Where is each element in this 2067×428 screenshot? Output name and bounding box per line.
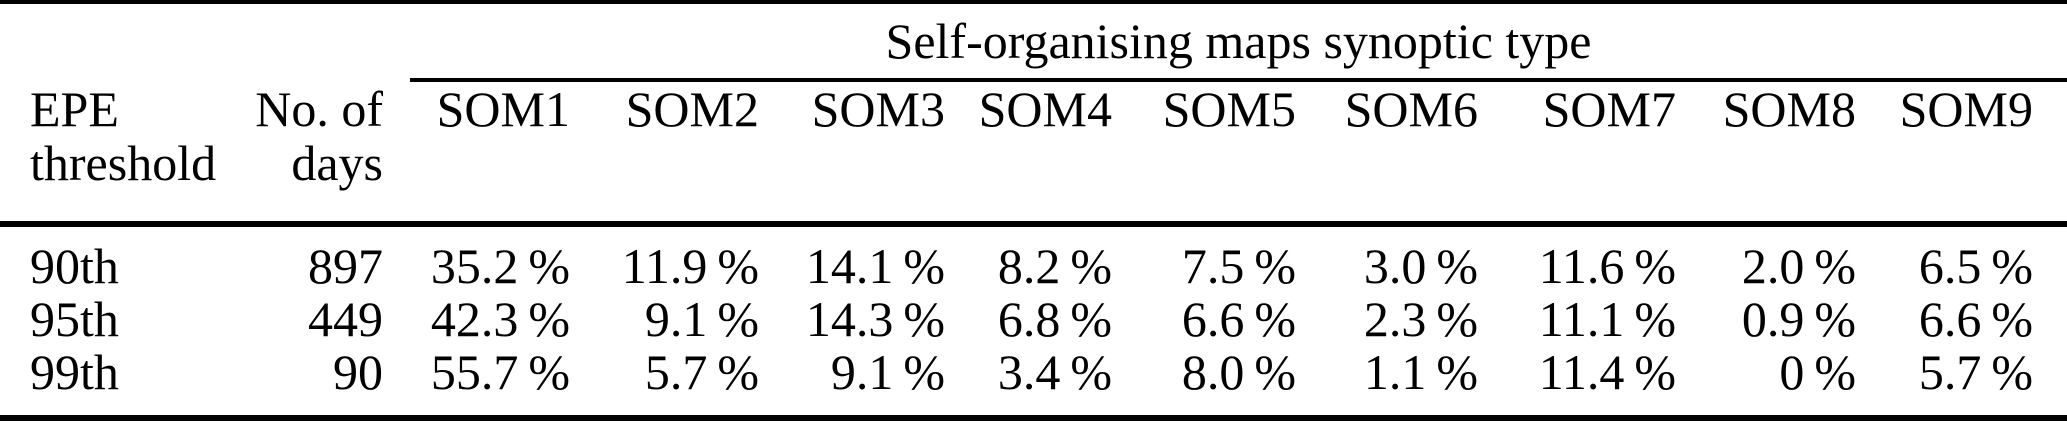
- cell-som7-value: 11.4 %: [1538, 344, 1676, 400]
- table-spanner-title: Self-organising maps synoptic type: [885, 13, 1592, 69]
- header-som2: SOM2: [570, 82, 759, 227]
- cell-som5-value: 8.0 %: [1181, 344, 1296, 400]
- cell-som3-value: 14.3 %: [805, 291, 945, 347]
- bottom-rule: [0, 415, 2067, 421]
- table-row-99th: 99th 90 55.7 % 5.7 % 9.1 % 3.4 % 8.0 % 1…: [0, 346, 2067, 415]
- header-row: EPE threshold No. of days SOM1 SOM2 SOM3…: [0, 81, 2067, 227]
- som-frequency-table: EPE threshold No. of days SOM1 SOM2 SOM3…: [0, 82, 2067, 415]
- cell-days: 897: [308, 238, 383, 294]
- cell-som6-value: 2.3 %: [1363, 291, 1478, 347]
- cell-threshold: 95th: [30, 291, 119, 347]
- cell-som6-value: 3.0 %: [1363, 238, 1478, 294]
- cell-som4-value: 3.4 %: [997, 344, 1112, 400]
- top-rule: [0, 0, 2067, 4]
- cell-som8-value: 0 %: [1779, 344, 1856, 400]
- cell-som6-value: 1.1 %: [1363, 344, 1478, 400]
- cell-som8-value: 0.9 %: [1741, 291, 1856, 347]
- header-som1: SOM1: [383, 82, 570, 227]
- cell-som2-value: 5.7 %: [644, 344, 759, 400]
- cell-som3-value: 9.1 %: [830, 344, 945, 400]
- cell-som1-value: 42.3 %: [430, 291, 570, 347]
- cell-som4-value: 8.2 %: [997, 238, 1112, 294]
- header-som6: SOM6: [1296, 82, 1478, 227]
- header-line-no-of: No. of: [255, 81, 383, 137]
- cell-som4-value: 6.8 %: [997, 291, 1112, 347]
- header-som3: SOM3: [759, 82, 945, 227]
- header-som8: SOM8: [1676, 82, 1856, 227]
- spanner-rule: [410, 78, 2067, 82]
- cell-som9-value: 6.6 %: [1918, 291, 2033, 347]
- header-no-of-days: No. of days: [253, 81, 383, 227]
- cell-som9-value: 5.7 %: [1918, 344, 2033, 400]
- cell-som3-value: 14.1 %: [805, 238, 945, 294]
- cell-som1-value: 35.2 %: [430, 238, 570, 294]
- cell-som7-value: 11.6 %: [1538, 238, 1676, 294]
- header-som9: SOM9: [1856, 82, 2067, 227]
- header-som4: SOM4: [945, 82, 1112, 227]
- cell-som5-value: 7.5 %: [1181, 238, 1296, 294]
- header-epe-threshold: EPE threshold: [0, 81, 253, 227]
- table-row-95th: 95th 449 42.3 % 9.1 % 14.3 % 6.8 % 6.6 %…: [0, 293, 2067, 346]
- cell-som9-value: 6.5 %: [1918, 238, 2033, 294]
- cell-threshold: 90th: [30, 238, 119, 294]
- cell-som2-value: 9.1 %: [644, 291, 759, 347]
- cell-days: 90: [333, 344, 383, 400]
- cell-som2-value: 11.9 %: [621, 238, 759, 294]
- header-line-epe: EPE: [30, 81, 119, 137]
- header-som5: SOM5: [1112, 82, 1296, 227]
- cell-som8-value: 2.0 %: [1741, 238, 1856, 294]
- header-som7: SOM7: [1478, 82, 1676, 227]
- cell-threshold: 99th: [30, 344, 119, 400]
- cell-days: 449: [308, 291, 383, 347]
- header-line-threshold: threshold: [30, 135, 217, 191]
- header-line-days: days: [291, 135, 383, 191]
- table-row-90th: 90th 897 35.2 % 11.9 % 14.1 % 8.2 % 7.5 …: [0, 224, 2067, 293]
- spanner-band: Self-organising maps synoptic type: [0, 4, 2067, 78]
- cell-som5-value: 6.6 %: [1181, 291, 1296, 347]
- cell-som7-value: 11.1 %: [1538, 291, 1676, 347]
- cell-som1-value: 55.7 %: [430, 344, 570, 400]
